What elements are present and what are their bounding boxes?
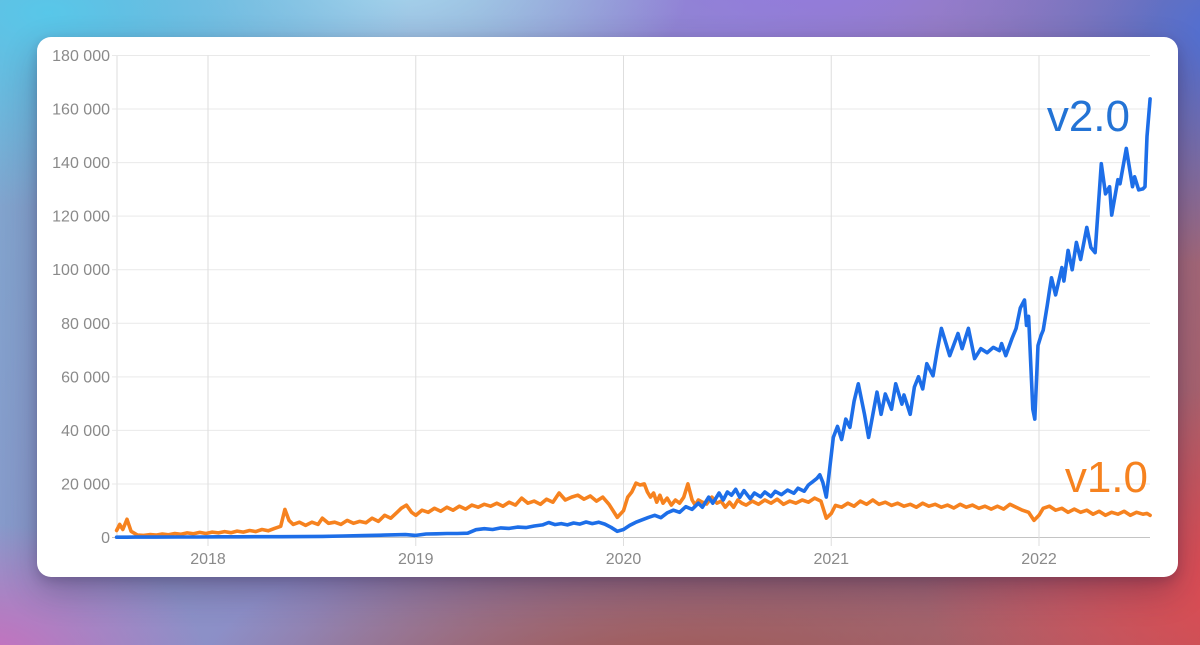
series-label-v1: v1.0 [1064, 453, 1148, 502]
svg-text:0: 0 [101, 530, 110, 547]
svg-text:180 000: 180 000 [52, 48, 110, 65]
svg-text:100 000: 100 000 [52, 262, 110, 279]
series-label-v2: v2.0 [1046, 92, 1130, 141]
chart-card: 0 20 000 40 000 60 000 80 000 100 000 120 000 1… [37, 37, 1178, 577]
svg-text:120 000: 120 000 [52, 209, 110, 226]
svg-text:2020: 2020 [606, 551, 642, 568]
svg-text:20 000: 20 000 [61, 476, 110, 493]
svg-text:140 000: 140 000 [52, 155, 110, 172]
svg-text:160 000: 160 000 [52, 102, 110, 119]
svg-text:2019: 2019 [398, 551, 434, 568]
svg-text:40 000: 40 000 [61, 423, 110, 440]
svg-text:2018: 2018 [190, 551, 226, 568]
svg-text:60 000: 60 000 [61, 369, 110, 386]
svg-text:2022: 2022 [1021, 551, 1057, 568]
downloads-line-chart: 0 20 000 40 000 60 000 80 000 100 000 120 000 1… [52, 48, 1152, 568]
svg-text:80 000: 80 000 [61, 316, 110, 333]
svg-text:2021: 2021 [813, 551, 849, 568]
